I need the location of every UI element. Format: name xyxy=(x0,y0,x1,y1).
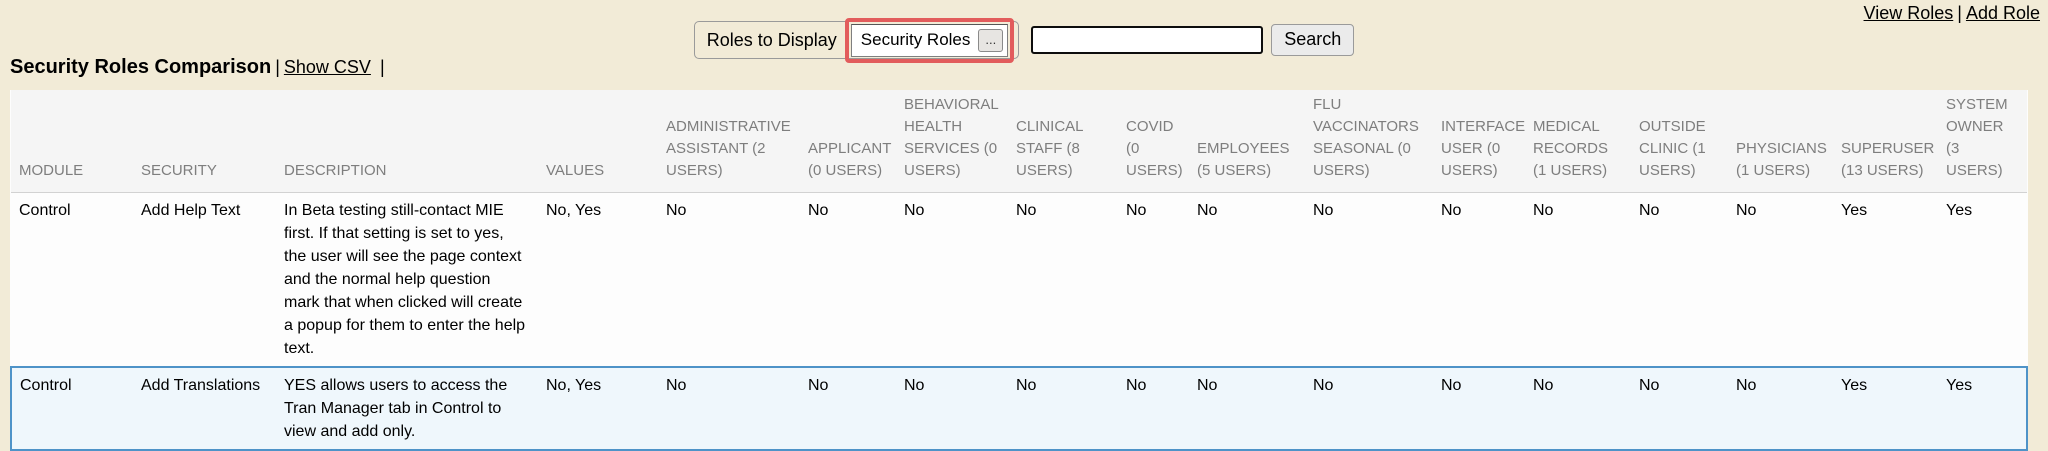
cell-role-value: No xyxy=(1631,366,1728,451)
cell-role-value: No xyxy=(1197,202,1218,219)
cell-security: Add Help Text xyxy=(141,202,241,219)
column-header-interface-user: INTERFACE USER (0 USERS) xyxy=(1433,90,1525,193)
cell-role-value: No xyxy=(904,202,925,219)
column-header-clinical-staff: CLINICAL STAFF (8 USERS) xyxy=(1008,90,1118,193)
cell-module: Control xyxy=(19,202,71,219)
cell-role-value: No xyxy=(1189,366,1305,451)
roles-select-highlight: Security Roles ... xyxy=(844,17,1015,63)
search-button[interactable]: Search xyxy=(1271,24,1355,56)
roles-to-display-group: Roles to Display Security Roles ... xyxy=(693,17,1020,63)
column-header-flu-vaccinators-seasonal: FLU VACCINATORS SEASONAL (0 USERS) xyxy=(1305,90,1433,193)
add-role-link[interactable]: Add Role xyxy=(1965,3,2040,23)
column-header-security: SECURITY xyxy=(133,90,276,193)
cell-role-value: No xyxy=(896,366,1008,451)
column-header-values: VALUES xyxy=(538,90,658,193)
heading-trailing-separator: | xyxy=(379,57,385,77)
cell-role-value: No xyxy=(1008,366,1118,451)
column-header-covid: COVID (0 USERS) xyxy=(1118,90,1189,193)
view-roles-link[interactable]: View Roles xyxy=(1863,3,1954,23)
column-header-outside-clinic: OUTSIDE CLINIC (1 USERS) xyxy=(1631,90,1728,193)
roles-comparison-table-wrap: MODULE SECURITY DESCRIPTION VALUES ADMIN… xyxy=(10,90,2028,451)
cell-role-value: No xyxy=(1118,366,1189,451)
cell-role-value: No xyxy=(1736,202,1757,219)
roles-to-display-label: Roles to Display xyxy=(706,29,837,50)
page-title: Security Roles Comparison xyxy=(10,56,272,78)
cell-role-value: Yes xyxy=(1946,202,1973,219)
column-header-employees: EMPLOYEES (5 USERS) xyxy=(1189,90,1305,193)
column-header-administrative-assistant: ADMINISTRATIVE ASSISTANT (2 USERS) xyxy=(658,90,800,193)
cell-values: No, Yes xyxy=(546,202,602,219)
cell-security: Add Translations xyxy=(133,366,276,451)
column-header-behavioral-health-services: BEHAVIORAL HEALTH SERVICES (0 USERS) xyxy=(896,90,1008,193)
table-row-highlighted: Control Add Translations YES allows user… xyxy=(10,366,2028,451)
show-csv-link[interactable]: Show CSV xyxy=(283,57,371,77)
cell-role-value: No xyxy=(1433,366,1525,451)
column-header-applicant: APPLICANT (0 USERS) xyxy=(800,90,896,193)
cell-role-value: Yes xyxy=(1833,366,1938,451)
cell-role-value: No xyxy=(666,202,687,219)
column-header-superuser: SUPERUSER (13 USERS) xyxy=(1833,90,1938,193)
cell-values: No, Yes xyxy=(538,366,658,451)
cell-role-value: No xyxy=(1126,202,1147,219)
cell-role-value: No xyxy=(808,202,829,219)
search-input[interactable] xyxy=(1031,26,1264,54)
cell-module: Control xyxy=(10,366,133,451)
cell-description: In Beta testing still-contact MIE first.… xyxy=(284,202,526,357)
column-header-system-owner: SYSTEM OWNER (3 USERS) xyxy=(1938,90,2027,193)
table-row: Control Add Help Text In Beta testing st… xyxy=(11,192,2027,367)
heading-row: Security Roles Comparison | Show CSV | xyxy=(10,56,389,79)
cell-role-value: No xyxy=(1313,202,1334,219)
cell-role-value: No xyxy=(1525,366,1631,451)
column-header-description: DESCRIPTION xyxy=(276,90,538,193)
roles-comparison-table: MODULE SECURITY DESCRIPTION VALUES ADMIN… xyxy=(10,90,2028,451)
toolbar: Roles to Display Security Roles ... Sear… xyxy=(0,16,2048,64)
cell-role-value: No xyxy=(1728,366,1833,451)
cell-role-value: No xyxy=(1016,202,1037,219)
cell-role-value: No xyxy=(1639,202,1660,219)
column-header-medical-records: MEDICAL RECORDS (1 USERS) xyxy=(1525,90,1631,193)
cell-role-value: No xyxy=(1441,202,1462,219)
top-nav-links: View Roles | Add Role xyxy=(1864,3,2040,24)
heading-separator: | xyxy=(275,57,280,77)
column-header-module: MODULE xyxy=(11,90,133,193)
roles-select-ellipsis-button[interactable]: ... xyxy=(978,28,1004,52)
cell-role-value: No xyxy=(658,366,800,451)
roles-select-value: Security Roles xyxy=(860,30,971,49)
cell-role-value: Yes xyxy=(1938,366,2028,451)
cell-description: YES allows users to access the Tran Mana… xyxy=(276,366,538,451)
cell-role-value: No xyxy=(800,366,896,451)
cell-role-value: Yes xyxy=(1841,202,1868,219)
links-separator: | xyxy=(1957,3,1962,23)
roles-select[interactable]: Security Roles ... xyxy=(850,23,1009,57)
column-header-physicians: PHYSICIANS (1 USERS) xyxy=(1728,90,1833,193)
cell-role-value: No xyxy=(1305,366,1433,451)
cell-role-value: No xyxy=(1533,202,1554,219)
table-header-row: MODULE SECURITY DESCRIPTION VALUES ADMIN… xyxy=(11,90,2027,193)
